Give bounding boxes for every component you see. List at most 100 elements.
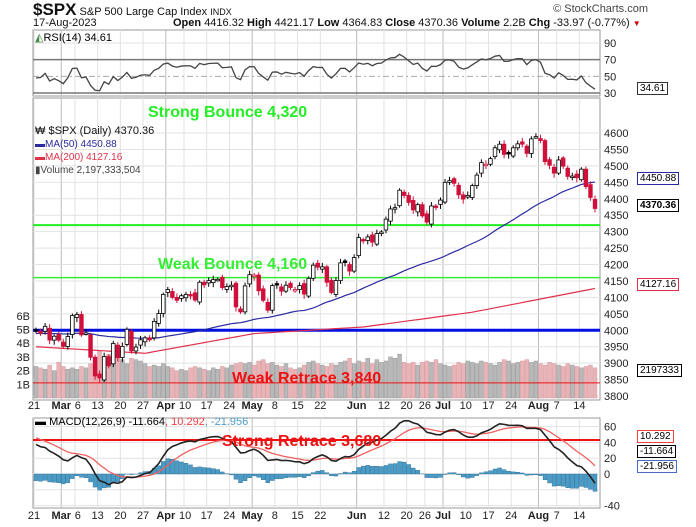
- x-tick-label: 10: [179, 510, 191, 522]
- candle-body: [151, 321, 157, 339]
- x-tick-label: 10: [460, 510, 472, 522]
- candle-body: [270, 285, 275, 311]
- price-tick-label: 4350: [604, 210, 628, 222]
- x-tick-label: 8: [272, 510, 278, 522]
- candle-body: [520, 141, 525, 145]
- candle-body: [142, 337, 148, 343]
- candle-body: [551, 166, 557, 174]
- strong-retrace-annotation: Strong Retrace 3,680: [222, 433, 382, 450]
- macd-histogram-bar: [361, 465, 366, 475]
- volume-bar: [424, 360, 430, 399]
- brand-logo: © StockCharts.com: [553, 3, 648, 15]
- volume-tick-label: 3B: [17, 352, 30, 364]
- macd-tick-label: 40: [604, 437, 616, 449]
- volume-bar: [133, 359, 139, 399]
- candle-body: [433, 205, 439, 208]
- volume-bar: [229, 364, 234, 399]
- macd-histogram-bar: [374, 466, 380, 475]
- volume-bar: [261, 359, 266, 399]
- candle-body: [174, 296, 180, 301]
- volume-bar: [501, 359, 507, 399]
- macd-histogram-bar: [238, 473, 243, 483]
- volume-bar: [151, 364, 157, 399]
- x-tick-label: 20: [114, 400, 126, 412]
- volume-bar: [42, 368, 48, 399]
- x-tick-label: 15: [291, 510, 303, 522]
- candle-body: [311, 264, 316, 279]
- macd-histogram-bar: [351, 471, 357, 475]
- macd-histogram-bar: [188, 464, 193, 475]
- macd-histogram-bar: [274, 473, 280, 480]
- ma200-line: [35, 287, 596, 354]
- candle-body: [106, 356, 111, 367]
- volume-bar: [529, 362, 534, 399]
- ticker-symbol: $SPX: [33, 0, 77, 19]
- macd-line: [35, 419, 596, 486]
- macd-histogram-bar: [542, 473, 548, 480]
- volume-bar: [365, 358, 370, 399]
- candle-body: [301, 283, 307, 295]
- macd-histogram-bar: [574, 473, 580, 489]
- candle-body: [570, 175, 575, 178]
- macd-histogram-bar: [51, 473, 57, 483]
- macd-histogram-bar: [192, 467, 198, 475]
- candle-body: [483, 163, 489, 167]
- candle-body: [83, 332, 89, 335]
- rsi-tick-label: 30: [604, 88, 616, 100]
- volume-bar: [538, 363, 543, 399]
- volume-bar: [33, 366, 39, 399]
- candle-body: [292, 289, 298, 292]
- candle-body: [251, 274, 257, 278]
- macd-histogram-bar: [379, 466, 384, 475]
- volume-bar: [201, 368, 207, 399]
- volume-bar: [547, 362, 552, 399]
- volume-bar: [129, 358, 134, 399]
- rsi-value-tag: 34.61: [637, 82, 669, 95]
- candle-body: [492, 147, 498, 158]
- candle-body: [38, 330, 43, 334]
- candle-body: [447, 180, 452, 183]
- candle-body: [442, 181, 448, 203]
- volume-bar: [470, 362, 475, 399]
- volume-bar: [420, 362, 425, 399]
- x-tick-label: Jul: [435, 510, 451, 522]
- volume-bar: [351, 363, 357, 399]
- candle-icon: ₩: [35, 125, 46, 137]
- x-tick-label: 12: [378, 510, 390, 522]
- macd-histogram-bar: [279, 473, 284, 479]
- candle-body: [565, 167, 570, 177]
- candle-body: [401, 191, 407, 196]
- ma200-line-icon: ▬: [35, 152, 45, 163]
- volume-bar: [401, 362, 407, 399]
- macd-line-icon: ▬: [35, 416, 46, 428]
- candle-body: [206, 280, 211, 284]
- volume-bar: [479, 360, 484, 399]
- candle-body: [588, 184, 593, 198]
- macd-histogram-bar: [97, 473, 102, 491]
- open-label: Open: [173, 17, 202, 29]
- volume-bar: [215, 368, 220, 399]
- x-tick-label: Aug: [528, 400, 549, 412]
- volume-bar: [556, 364, 561, 399]
- volume-bar: [174, 370, 180, 399]
- x-tick-label: 10: [179, 400, 191, 412]
- candle-body: [161, 294, 166, 314]
- macd-histogram-bar: [215, 469, 220, 475]
- candle-body: [324, 266, 330, 283]
- candle-body: [429, 205, 434, 225]
- macd-histogram-bar: [297, 473, 302, 477]
- macd-histogram-bar: [174, 460, 180, 475]
- volume-bar: [397, 353, 402, 399]
- volume-bar: [565, 363, 570, 399]
- volume-bar: [220, 366, 225, 399]
- candle-body: [183, 294, 189, 299]
- exchange: INDX: [210, 7, 232, 17]
- macd-histogram-bar: [579, 473, 584, 487]
- volume-bar: [88, 363, 93, 399]
- volume-bar: [47, 364, 52, 399]
- candle-body: [188, 294, 193, 297]
- candle-body: [592, 199, 598, 209]
- price-tick-label: 4300: [604, 227, 628, 239]
- volume-tick-label: 6B: [17, 311, 30, 323]
